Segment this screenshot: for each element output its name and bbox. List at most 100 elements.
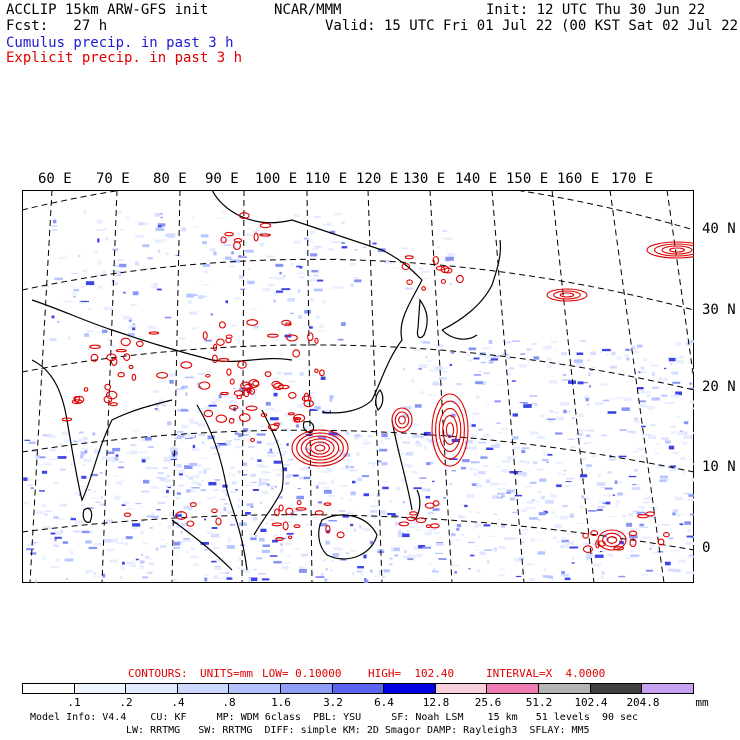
cumulus-cell <box>634 417 638 422</box>
cumulus-cell <box>475 381 483 385</box>
cumulus-cell <box>450 564 460 567</box>
cumulus-cell <box>287 474 296 477</box>
cumulus-cell <box>326 530 330 533</box>
cumulus-cell <box>261 425 264 429</box>
cumulus-cell <box>288 459 294 461</box>
cumulus-cell <box>341 459 351 461</box>
cumulus-cell <box>555 461 563 464</box>
cumulus-cell <box>358 524 362 529</box>
explicit-contour <box>440 278 446 285</box>
cumulus-cell <box>368 461 377 464</box>
cumulus-cell <box>570 446 575 448</box>
cumulus-cell <box>671 371 679 375</box>
meridian-130e <box>429 190 453 583</box>
cumulus-cell <box>299 372 304 376</box>
explicit-contour <box>135 340 144 347</box>
cumulus-cell <box>242 462 248 466</box>
cumulus-cell <box>226 545 235 549</box>
cumulus-cell <box>625 348 631 351</box>
cumulus-cell <box>588 385 591 388</box>
cumulus-cell <box>449 282 452 286</box>
colorbar-cell <box>642 684 693 693</box>
cumulus-cell <box>281 565 289 570</box>
cumulus-cell <box>509 367 515 370</box>
cumulus-cell <box>585 556 592 560</box>
cumulus-cell <box>641 507 644 512</box>
cumulus-cell <box>397 533 407 538</box>
cumulus-cell <box>521 541 525 543</box>
cumulus-cell <box>282 562 291 564</box>
cumulus-cell <box>217 443 226 445</box>
cumulus-cell <box>582 457 586 461</box>
cumulus-cell <box>637 344 643 348</box>
cumulus-cell <box>373 575 378 578</box>
cumulus-cell <box>272 539 278 543</box>
cumulus-cell <box>122 561 125 565</box>
cumulus-cell <box>119 263 127 268</box>
cumulus-cell <box>148 446 154 448</box>
cumulus-cell <box>529 517 538 520</box>
cumulus-cell <box>314 406 321 410</box>
cumulus-cell <box>100 495 103 499</box>
cumulus-cell <box>509 497 515 501</box>
cumulus-cell <box>418 481 426 484</box>
cumulus-cell <box>619 429 627 431</box>
cumulus-cell <box>97 260 102 265</box>
cumulus-cell <box>643 497 652 500</box>
cumulus-cell <box>124 542 128 545</box>
cumulus-cell <box>521 447 529 449</box>
explicit-contour <box>445 422 455 438</box>
cumulus-cell <box>243 474 248 476</box>
cumulus-cell <box>163 459 172 462</box>
explicit-contour <box>267 423 280 431</box>
cumulus-cell <box>430 461 434 465</box>
cumulus-cell <box>668 568 677 572</box>
cumulus-cell <box>679 523 684 526</box>
cumulus-cell <box>276 277 284 281</box>
korea <box>416 298 428 339</box>
explicit-contour <box>661 245 693 255</box>
cumulus-cell <box>191 481 198 483</box>
cumulus-cell <box>140 554 144 556</box>
cumulus-cell <box>297 289 301 294</box>
cumulus-cell <box>139 506 143 508</box>
cumulus-cell <box>285 542 293 546</box>
cumulus-cell <box>165 233 173 237</box>
cumulus-cell <box>477 476 480 479</box>
cumulus-cell <box>95 501 101 503</box>
cumulus-cell <box>390 267 399 269</box>
explicit-contour <box>314 337 319 344</box>
cumulus-cell <box>474 525 478 529</box>
cumulus-cell <box>31 542 37 544</box>
explicit-contour <box>288 392 297 399</box>
cumulus-cell <box>45 510 52 512</box>
cumulus-cell <box>467 541 475 544</box>
cumulus-cell <box>556 540 560 544</box>
cumulus-cell <box>438 558 447 560</box>
cumulus-cell <box>303 476 311 480</box>
cumulus-cell <box>260 528 267 532</box>
cumulus-cell <box>305 448 311 451</box>
cumulus-cell <box>261 470 268 474</box>
cumulus-cell <box>644 405 654 409</box>
cumulus-cell <box>276 452 281 455</box>
explicit-contour <box>296 432 344 464</box>
cumulus-cell <box>676 415 680 419</box>
explicit-contour <box>291 429 349 467</box>
cumulus-cell <box>637 505 645 508</box>
cumulus-cell <box>354 435 363 437</box>
cumulus-cell <box>542 459 549 462</box>
cumulus-cell <box>383 260 392 264</box>
cumulus-cell <box>578 429 583 432</box>
cumulus-cell <box>416 529 422 531</box>
cumulus-cell <box>356 452 360 456</box>
cumulus-cell <box>340 221 345 225</box>
cumulus-cell <box>356 570 363 573</box>
cumulus-cell <box>110 460 116 463</box>
contours-label: CONTOURS: <box>128 667 188 680</box>
cumulus-cell <box>97 238 100 243</box>
cumulus-cell <box>226 396 235 398</box>
cumulus-cell <box>678 559 686 563</box>
cumulus-cell <box>290 262 293 267</box>
cumulus-cell <box>112 248 118 251</box>
